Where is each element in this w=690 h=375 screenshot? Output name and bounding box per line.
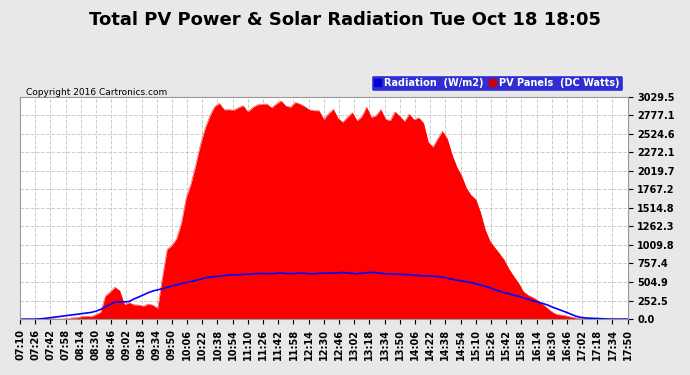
Text: Copyright 2016 Cartronics.com: Copyright 2016 Cartronics.com xyxy=(26,88,168,97)
Legend: Radiation  (W/m2), PV Panels  (DC Watts): Radiation (W/m2), PV Panels (DC Watts) xyxy=(371,75,623,90)
Text: Total PV Power & Solar Radiation Tue Oct 18 18:05: Total PV Power & Solar Radiation Tue Oct… xyxy=(89,11,601,29)
